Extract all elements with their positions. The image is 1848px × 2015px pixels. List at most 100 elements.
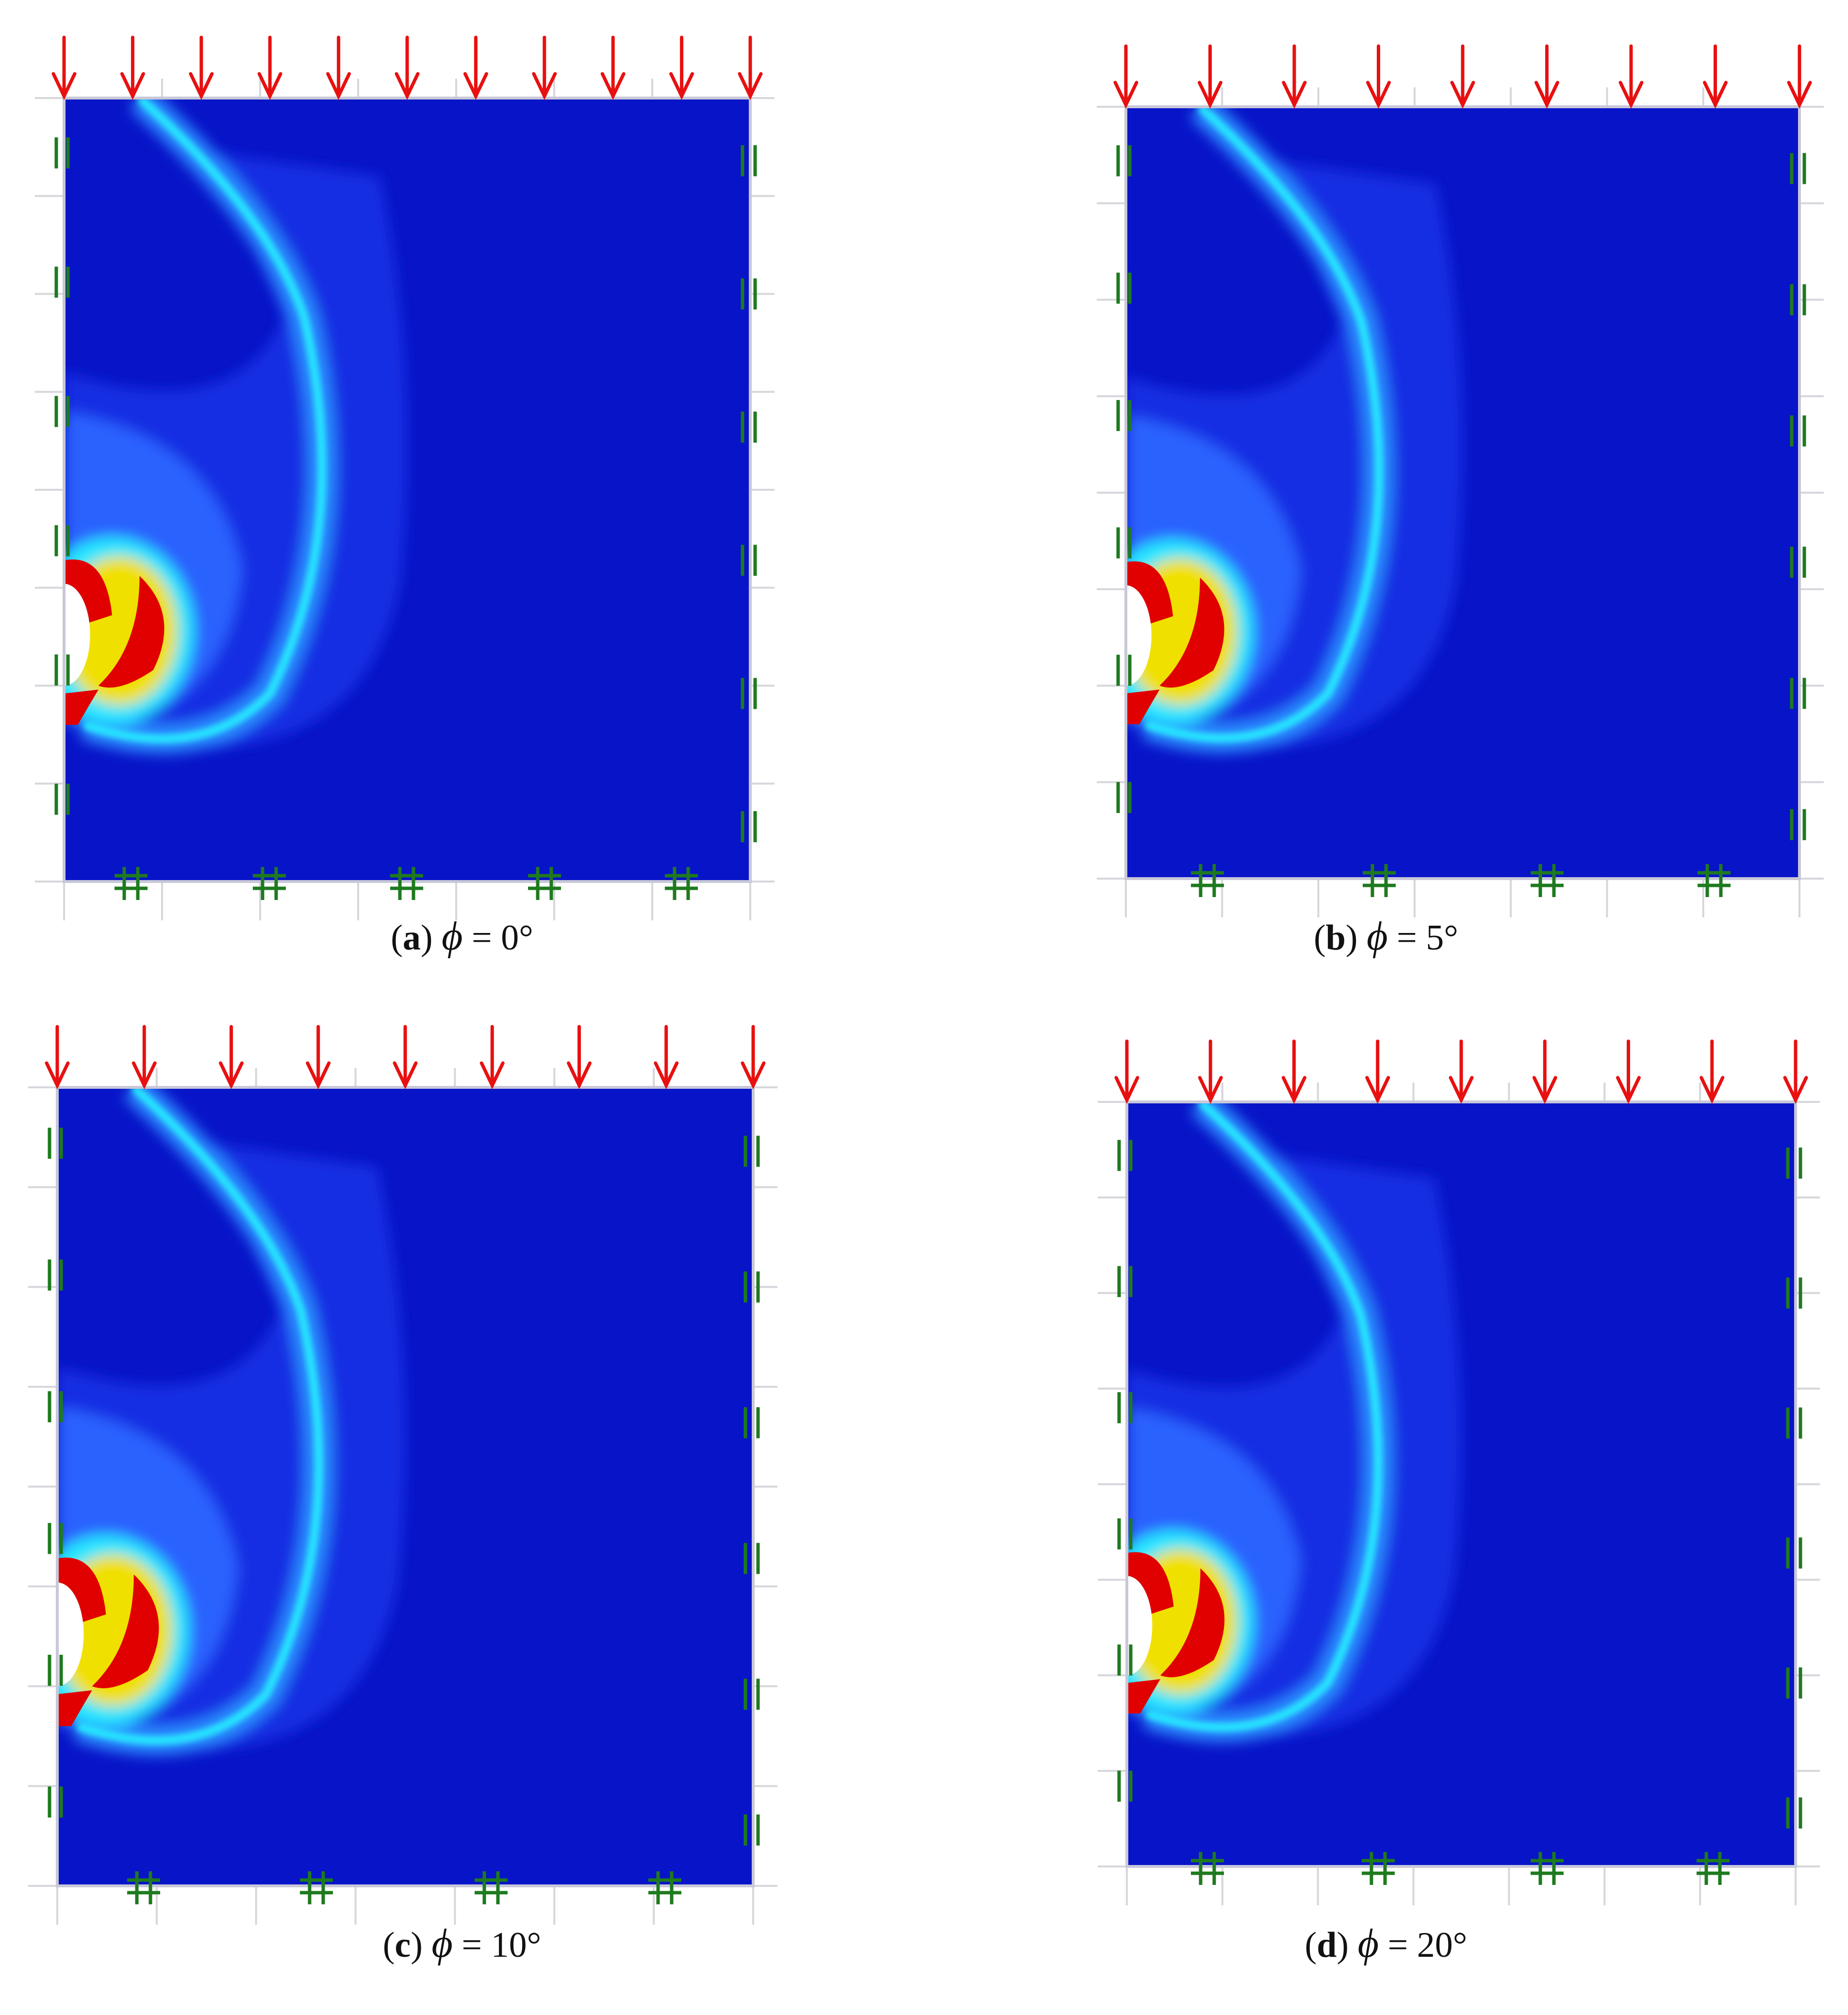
caption-label-d: d: [1317, 1925, 1337, 1965]
fixed-support-icon: [390, 867, 423, 900]
load-arrow-icon: [120, 35, 145, 100]
load-arrow-icon: [1787, 44, 1812, 109]
side-supports: [1116, 145, 1806, 840]
roller-support-icon: [54, 396, 70, 427]
roller-support-icon: [1117, 1770, 1133, 1802]
roller-support-icon: [48, 1128, 63, 1159]
load-arrow-icon: [1532, 1039, 1557, 1104]
red-arc-zone: [1160, 1568, 1225, 1678]
roller-support-icon: [743, 1679, 760, 1710]
fixed-support-icon: [1191, 1852, 1224, 1885]
shear-band: [1145, 1102, 1383, 1732]
tunnel-opening: [1126, 585, 1152, 686]
fixed-support-icon: [648, 1871, 681, 1904]
load-arrows: [1113, 44, 1812, 109]
load-arrow-icon: [1534, 44, 1559, 109]
caption-b: (b) ϕ = 5°: [1314, 914, 1458, 959]
roller-support-icon: [743, 1814, 760, 1846]
contour-field: [1126, 107, 1799, 879]
load-arrow-icon: [600, 35, 626, 100]
roller-support-icon: [48, 1654, 63, 1686]
fixed-support-icon: [1698, 864, 1731, 897]
side-supports: [54, 137, 757, 843]
fixed-support-icon: [528, 867, 561, 900]
load-arrow-icon: [654, 1025, 679, 1090]
roller-support-icon: [1790, 809, 1806, 840]
roller-support-icon: [54, 266, 70, 298]
equals-c: =: [462, 1925, 482, 1965]
roller-support-icon: [1790, 678, 1806, 709]
load-arrow-icon: [1282, 1039, 1306, 1104]
contour-field: [1127, 1102, 1796, 1866]
load-arrow-icon: [189, 35, 214, 100]
caption-label-c: c: [395, 1925, 411, 1965]
roller-support-icon: [54, 654, 70, 686]
roller-support-icon: [1790, 284, 1806, 316]
red-arc-zone: [92, 1574, 159, 1688]
roller-support-icon: [743, 1407, 760, 1438]
roller-support-icon: [1116, 527, 1132, 559]
bottom-supports: [1191, 864, 1731, 897]
contour-plot-c: [28, 1025, 777, 1925]
load-arrow-icon: [1616, 1039, 1641, 1104]
roller-support-icon: [1117, 1644, 1133, 1676]
caption-d: (d) ϕ = 20°: [1304, 1921, 1468, 1966]
red-lower-zone: [57, 1690, 92, 1726]
load-arrow-icon: [1450, 44, 1475, 109]
caption-label-b: b: [1325, 918, 1346, 958]
roller-support-icon: [741, 678, 757, 709]
angle-value-d: 20°: [1417, 1925, 1468, 1965]
roller-support-icon: [1117, 1518, 1133, 1549]
caption-a: (a) ϕ = 0°: [391, 914, 533, 959]
load-arrow-icon: [326, 35, 351, 100]
load-arrow-icon: [1114, 1039, 1139, 1104]
bottom-supports: [115, 867, 698, 900]
panel-c: (c) ϕ = 10°: [0, 1007, 924, 2015]
red-lower-zone: [1127, 1679, 1160, 1714]
bottom-supports: [127, 1871, 681, 1904]
fixed-support-icon: [1531, 864, 1564, 897]
roller-support-icon: [1790, 415, 1806, 447]
contour-field: [57, 1087, 753, 1886]
tunnel-opening: [57, 1582, 84, 1686]
roller-support-icon: [741, 145, 757, 177]
load-arrow-icon: [257, 35, 282, 100]
fixed-support-icon: [1191, 864, 1224, 897]
roller-support-icon: [1117, 1140, 1133, 1171]
fixed-support-icon: [475, 1871, 508, 1904]
load-arrow-icon: [669, 35, 694, 100]
roller-support-icon: [1116, 654, 1132, 686]
equals-a: =: [471, 918, 492, 958]
roller-support-icon: [1790, 153, 1806, 184]
roller-support-icon: [48, 1391, 63, 1422]
roller-support-icon: [741, 811, 757, 843]
roller-support-icon: [1116, 272, 1132, 304]
roller-support-icon: [1786, 1797, 1802, 1829]
panel-b: (b) ϕ = 5°: [924, 0, 1848, 1007]
side-supports: [1117, 1140, 1802, 1829]
roller-support-icon: [743, 1135, 760, 1167]
load-arrows: [45, 1025, 766, 1090]
fixed-support-icon: [665, 867, 698, 900]
caption-label-a: a: [402, 918, 421, 958]
fixed-support-icon: [1697, 1852, 1730, 1885]
load-arrow-icon: [219, 1025, 244, 1090]
roller-support-icon: [743, 1271, 760, 1303]
roller-support-icon: [48, 1786, 63, 1818]
load-arrow-icon: [1282, 44, 1307, 109]
shear-band: [1144, 107, 1384, 743]
load-arrows: [51, 35, 763, 100]
load-arrow-icon: [1618, 44, 1644, 109]
side-supports: [48, 1128, 760, 1846]
contour-plot-a: [35, 35, 775, 920]
phi-symbol-b: ϕ: [1367, 914, 1388, 959]
load-arrow-icon: [741, 1025, 766, 1090]
roller-support-icon: [48, 1523, 63, 1554]
roller-support-icon: [741, 411, 757, 443]
load-arrow-icon: [1366, 44, 1391, 109]
roller-support-icon: [1786, 1277, 1802, 1309]
load-arrow-icon: [1449, 1039, 1474, 1104]
roller-support-icon: [1116, 145, 1132, 177]
contour-plot-b: [1097, 44, 1824, 917]
red-lower-zone: [1126, 689, 1160, 724]
